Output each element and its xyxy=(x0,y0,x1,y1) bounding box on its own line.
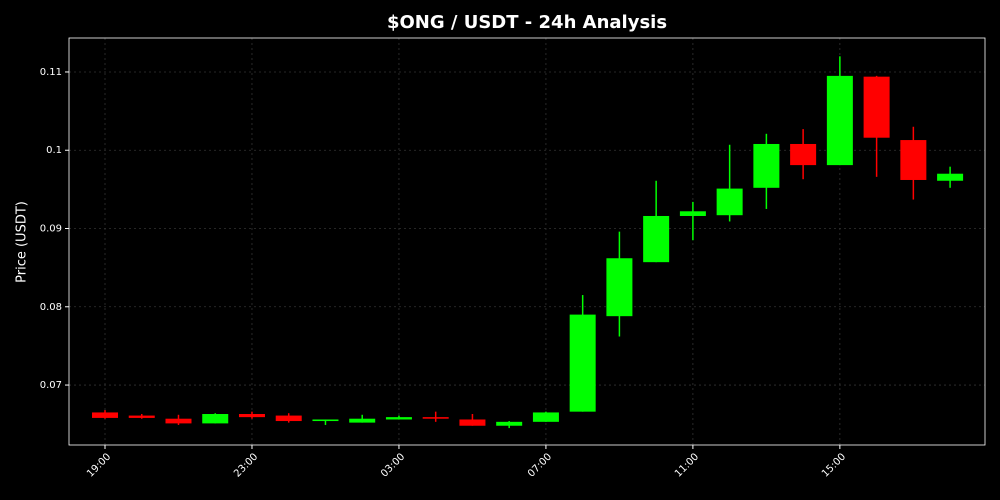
candle-body xyxy=(790,143,817,166)
candle-body xyxy=(165,418,192,424)
y-tick-label: 0.09 xyxy=(40,224,62,235)
candle-body xyxy=(532,412,559,422)
y-tick-label: 0.1 xyxy=(46,145,62,156)
candle-body xyxy=(716,188,743,216)
candle-body xyxy=(275,415,302,422)
candle-body xyxy=(349,418,376,423)
candle-body xyxy=(900,140,927,180)
y-tick-label: 0.07 xyxy=(40,380,62,391)
candle-body xyxy=(863,76,890,138)
candle-body xyxy=(128,415,155,418)
candle-body xyxy=(569,314,596,412)
y-tick-label: 0.08 xyxy=(40,302,62,313)
plot-frame xyxy=(68,37,986,446)
candle-body xyxy=(826,75,853,166)
candle-body xyxy=(496,421,523,426)
candle-body xyxy=(422,417,449,419)
candle-body xyxy=(312,419,339,422)
candle-body xyxy=(937,173,964,181)
candle-body xyxy=(385,417,412,420)
candle-body xyxy=(753,143,780,188)
y-axis-label: Price (USDT) xyxy=(15,201,30,283)
candle-body xyxy=(679,211,706,216)
candle-body xyxy=(238,414,265,418)
candle-body xyxy=(459,419,486,426)
candle-body xyxy=(606,258,633,317)
candle-body xyxy=(92,412,119,418)
y-tick-label: 0.11 xyxy=(40,67,62,78)
candle-body xyxy=(643,215,670,263)
chart-title: $ONG / USDT - 24h Analysis xyxy=(387,12,667,33)
candle-body xyxy=(202,414,229,424)
